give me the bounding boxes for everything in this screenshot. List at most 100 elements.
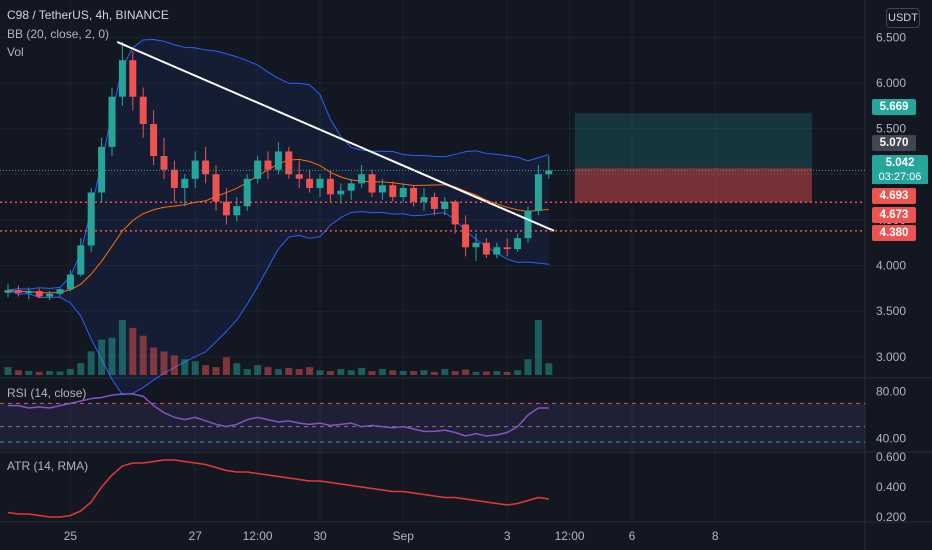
candle-body	[378, 185, 386, 193]
candle-body	[66, 274, 74, 290]
time-axis-label: Sep	[393, 529, 415, 543]
rsi-axis-label: 80.00	[876, 385, 906, 399]
target-zone	[574, 113, 812, 168]
time-axis-label: 12:00	[243, 529, 273, 543]
candle-body	[139, 96, 147, 125]
volume-bar	[150, 347, 158, 375]
volume-bar	[129, 327, 137, 375]
entry-price-tag: 5.070	[872, 135, 916, 151]
candle-body	[295, 174, 303, 179]
candle-body	[150, 124, 158, 156]
candle-body	[514, 238, 522, 250]
candle-body	[222, 201, 230, 216]
candle-body	[160, 156, 168, 170]
volume-bar	[274, 369, 282, 375]
atr-legend: ATR (14, RMA)	[7, 459, 89, 473]
candle-body	[254, 160, 262, 179]
volume-bar	[534, 320, 542, 375]
volume-bar	[306, 367, 314, 375]
candle-body	[243, 178, 251, 207]
candle-body	[56, 289, 64, 294]
volume-bar	[243, 369, 251, 375]
time-axis-label: 6	[629, 529, 636, 543]
volume-bar	[337, 369, 345, 375]
candle-body	[87, 192, 95, 246]
candle-body	[170, 169, 178, 188]
volume-bar	[347, 370, 355, 375]
volume-bar	[410, 371, 418, 375]
volume-bar	[451, 371, 459, 375]
candle-body	[35, 291, 43, 297]
currency-selector[interactable]: USDT	[886, 8, 920, 28]
candle-body	[98, 146, 106, 193]
atr-axis-label: 0.200	[876, 510, 906, 524]
candle-body	[77, 245, 85, 275]
candle-body	[472, 242, 480, 248]
volume-bar	[285, 367, 293, 375]
candle-body	[46, 293, 54, 297]
candle-body	[316, 178, 324, 188]
volume-bar	[25, 371, 33, 375]
candle-body	[202, 160, 210, 175]
candle-body	[181, 178, 189, 188]
candle-body	[430, 197, 438, 209]
candle-body	[399, 187, 407, 198]
time-axis-label: 30	[313, 529, 327, 543]
volume-bar	[514, 370, 522, 375]
volume-bar	[191, 361, 199, 375]
stop-price-tag-2: 4.673	[872, 207, 916, 223]
volume-bar	[493, 371, 501, 375]
vol-legend: Vol	[7, 45, 24, 59]
price-axis-label: 5.500	[876, 122, 906, 136]
candle-body	[441, 201, 449, 209]
candle-body	[326, 178, 334, 195]
volume-bar	[368, 371, 376, 375]
candle-body	[274, 151, 282, 170]
volume-bar	[524, 359, 532, 375]
volume-bar	[46, 371, 54, 375]
volume-bar	[212, 367, 220, 375]
candle-body	[4, 290, 12, 293]
time-axis-label: 27	[189, 529, 203, 543]
candle-body	[389, 185, 397, 198]
atr-axis-label: 0.400	[876, 480, 906, 494]
volume-bar	[420, 370, 428, 375]
volume-bar	[77, 363, 85, 375]
price-axis-label: 3.000	[876, 350, 906, 364]
volume-bar	[430, 371, 438, 375]
volume-bar	[378, 369, 386, 375]
price-axis-label: 6.000	[876, 76, 906, 90]
volume-bar	[118, 320, 126, 375]
volume-bar	[316, 370, 324, 375]
volume-bar	[264, 367, 272, 375]
bar-countdown: 03:27:06	[872, 170, 928, 184]
candle-body	[482, 242, 490, 255]
price-axis-label: 3.500	[876, 304, 906, 318]
candle-body	[191, 160, 199, 179]
time-axis-label: 12:00	[555, 529, 585, 543]
bb-legend: BB (20, close, 2, 0)	[7, 27, 110, 41]
volume-bar	[358, 367, 366, 375]
candle-body	[233, 206, 241, 216]
candle-body	[358, 174, 366, 184]
volume-bar	[181, 359, 189, 375]
rsi-axis-label: 40.00	[876, 431, 906, 445]
volume-bar	[35, 371, 43, 375]
volume-bar	[503, 371, 511, 375]
candle-body	[285, 151, 293, 175]
candle-body	[25, 291, 33, 293]
rsi-legend: RSI (14, close)	[7, 386, 87, 400]
candle-body	[410, 187, 418, 202]
volume-bar	[170, 355, 178, 375]
volume-bar	[389, 370, 397, 375]
candle-body	[503, 247, 511, 250]
candle-body	[14, 290, 22, 293]
candle-body	[108, 96, 116, 147]
volume-bar	[98, 339, 106, 375]
volume-bar	[56, 371, 64, 375]
rsi-line	[8, 393, 549, 437]
candle-body	[212, 174, 220, 202]
candle-body	[118, 60, 126, 97]
volume-bar	[108, 337, 116, 375]
